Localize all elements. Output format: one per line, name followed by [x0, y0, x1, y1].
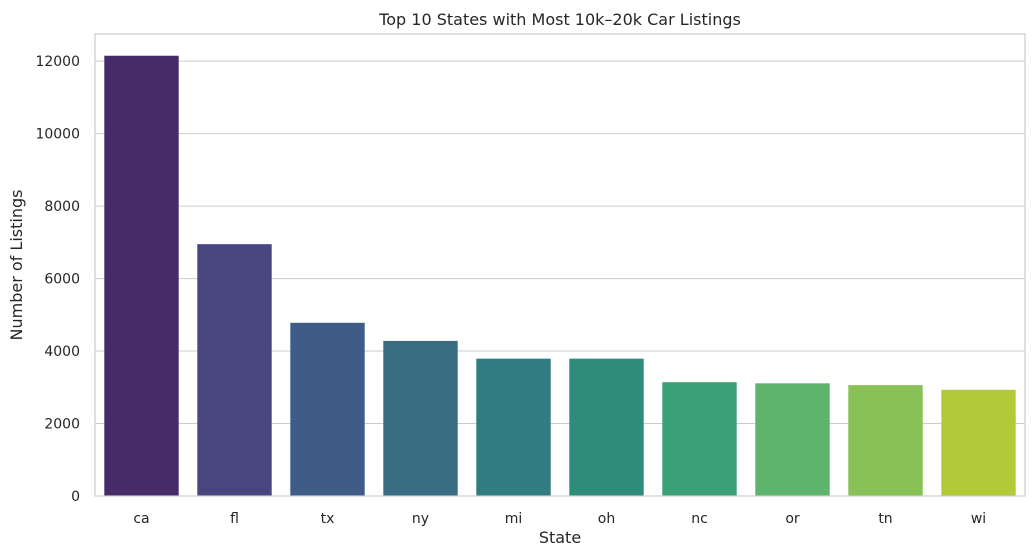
y-tick-label: 10000: [35, 127, 80, 143]
x-tick-label-ca: ca: [133, 511, 149, 527]
y-tick-label: 2000: [44, 417, 80, 433]
bar-oh: [569, 358, 644, 496]
bar-tx: [290, 322, 365, 496]
bar-ca: [104, 55, 179, 496]
x-axis-label: State: [539, 528, 581, 547]
y-tick-label: 0: [71, 489, 80, 505]
bar-nc: [662, 382, 737, 496]
bar-mi: [476, 358, 551, 496]
y-tick-label: 12000: [35, 54, 80, 70]
chart-title: Top 10 States with Most 10k–20k Car List…: [378, 10, 741, 29]
x-tick-label-oh: oh: [598, 511, 615, 527]
x-tick-labels: ca fl tx ny mi oh nc or tn wi: [133, 511, 986, 527]
bar-tn: [848, 385, 923, 496]
x-tick-label-ny: ny: [412, 511, 429, 527]
x-tick-label-tn: tn: [878, 511, 892, 527]
y-tick-labels: 0 2000 4000 6000 8000 10000 12000: [35, 54, 80, 505]
x-tick-label-or: or: [785, 511, 800, 527]
axes-frame: [94, 33, 1026, 497]
bar-ny: [383, 340, 458, 496]
x-tick-label-tx: tx: [321, 511, 335, 527]
bar-wi: [941, 389, 1016, 496]
bar-fl: [197, 244, 272, 496]
y-tick-label: 4000: [44, 344, 80, 360]
x-tick-label-wi: wi: [971, 511, 986, 527]
x-tick-label-nc: nc: [691, 511, 708, 527]
y-tick-label: 6000: [44, 272, 80, 288]
y-tick-label: 8000: [44, 199, 80, 215]
bar-or: [755, 383, 830, 496]
x-tick-label-fl: fl: [230, 511, 239, 527]
x-tick-label-mi: mi: [505, 511, 523, 527]
plot-frame: [94, 33, 1026, 497]
y-axis-label: Number of Listings: [7, 190, 26, 341]
bars: [104, 55, 1016, 496]
